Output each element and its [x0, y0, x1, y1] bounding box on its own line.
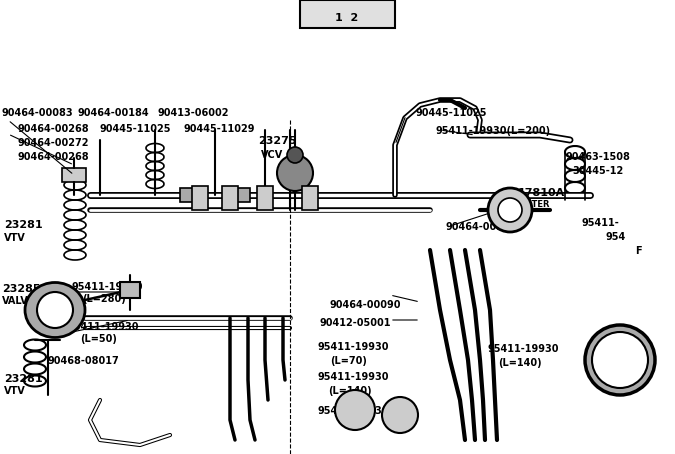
Bar	[257, 186, 273, 210]
Bar	[62, 168, 86, 182]
Text: VCV: VCV	[261, 150, 284, 160]
Text: (L=50): (L=50)	[80, 334, 117, 344]
Text: 90445-11029: 90445-11029	[183, 124, 254, 134]
Text: 90445-11025: 90445-11025	[100, 124, 171, 134]
Text: 23285A: 23285A	[2, 284, 49, 294]
Text: 95411-19930(L=200): 95411-19930(L=200)	[436, 126, 551, 136]
Text: (L=280): (L=280)	[82, 294, 126, 304]
Circle shape	[287, 147, 303, 163]
Text: 90464-00148: 90464-00148	[445, 222, 516, 232]
Text: 23275: 23275	[258, 136, 296, 146]
Text: 1  2: 1 2	[335, 13, 358, 23]
Text: 95411-19930: 95411-19930	[72, 282, 144, 292]
Text: (L=140): (L=140)	[328, 386, 372, 396]
Text: 954: 954	[605, 232, 625, 242]
Text: 95411-19930: 95411-19930	[318, 372, 389, 382]
Text: 95411-19930: 95411-19930	[318, 406, 389, 416]
Text: (L=140): (L=140)	[498, 358, 541, 368]
Text: 90468-08017: 90468-08017	[48, 356, 119, 366]
Bar	[300, 0, 395, 28]
Text: 90464-00184: 90464-00184	[78, 108, 150, 118]
Bar	[180, 188, 198, 202]
Text: 95411-19930: 95411-19930	[488, 344, 560, 354]
Text: 90413-06002: 90413-06002	[158, 108, 230, 118]
Text: 90464-00268: 90464-00268	[18, 124, 90, 134]
Text: VALVE: VALVE	[2, 296, 35, 306]
Text: F: F	[635, 246, 642, 256]
Circle shape	[382, 397, 418, 433]
Text: 90464-00090: 90464-00090	[330, 300, 402, 310]
Bar	[120, 282, 140, 298]
Text: (L=70): (L=70)	[330, 356, 367, 366]
Text: 90412-05001: 90412-05001	[320, 318, 392, 328]
Circle shape	[277, 155, 313, 191]
Text: 17810A: 17810A	[518, 188, 565, 198]
Ellipse shape	[25, 282, 85, 337]
Text: VTV: VTV	[4, 386, 26, 396]
Text: 90464-00083: 90464-00083	[2, 108, 74, 118]
Text: 95411-19930: 95411-19930	[68, 322, 140, 332]
Circle shape	[488, 188, 532, 232]
Text: 90464-00268: 90464-00268	[18, 152, 90, 162]
Ellipse shape	[585, 325, 655, 395]
Bar	[302, 186, 318, 210]
Text: VTV: VTV	[4, 233, 26, 243]
Text: 90445-11025: 90445-11025	[415, 108, 487, 118]
Text: 30445-12: 30445-12	[572, 166, 623, 176]
Text: 95411-: 95411-	[581, 218, 619, 228]
Text: 95411-19930: 95411-19930	[318, 342, 389, 352]
Bar	[232, 188, 250, 202]
Circle shape	[498, 198, 522, 222]
Circle shape	[592, 332, 648, 388]
Text: 23281: 23281	[4, 220, 43, 230]
Bar	[192, 186, 208, 210]
Circle shape	[37, 292, 73, 328]
Text: 90464-00272: 90464-00272	[18, 138, 90, 148]
Text: 90463-1508: 90463-1508	[566, 152, 631, 162]
Circle shape	[335, 390, 375, 430]
Bar	[222, 186, 238, 210]
Text: FILTER: FILTER	[519, 200, 549, 209]
Text: 23281: 23281	[4, 374, 43, 384]
